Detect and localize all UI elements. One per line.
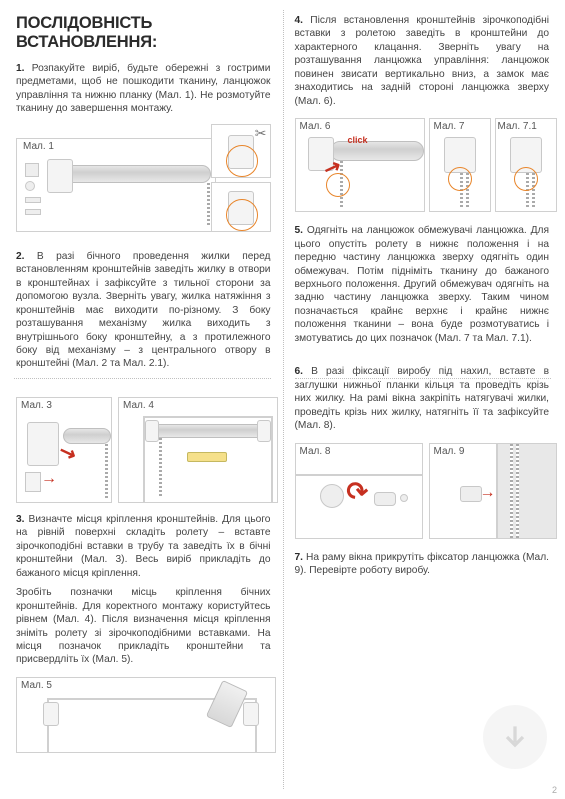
page-number: 2 (552, 785, 557, 795)
step-7-text: 7. На раму вікна прикрутіть фіксатор лан… (295, 551, 550, 578)
fig6-label: Мал. 6 (300, 121, 331, 132)
step-3-num: 3. (16, 514, 25, 525)
fig1-label: Мал. 1 (23, 141, 54, 152)
fig9-label: Мал. 9 (434, 446, 465, 457)
fig-cluster-8-9: Мал. 8 ↻ Мал. 9 → (295, 443, 550, 543)
step-1-text: 1. Розпакуйте виріб, будьте обережні з г… (16, 62, 271, 116)
figure-2-1: Мал. 2.1 (211, 182, 271, 232)
figure-8: Мал. 8 ↻ (295, 443, 423, 539)
figure-9: Мал. 9 → (429, 443, 557, 539)
fig71-label: Мал. 7.1 (498, 121, 537, 132)
step-6-text: 6. В разі фіксації виробу під нахил, вст… (295, 365, 550, 432)
fig7-label: Мал. 7 (434, 121, 465, 132)
page-title: ПОСЛІДОВНІСТЬ ВСТАНОВЛЕННЯ: (16, 14, 271, 52)
fig5-label: Мал. 5 (21, 680, 52, 691)
step-2-text: 2. В разі бічного проведення жилки перед… (16, 250, 271, 371)
right-column: 4. Після встановлення кронштейнів зірочк… (283, 0, 565, 799)
step-5-text: 5. Одягніть на ланцюжок обмежувачі ланцю… (295, 224, 550, 345)
step-4-text: 4. Після встановлення кронштейнів зірочк… (295, 14, 550, 108)
fig-cluster-1-2: Мал. 1 ✂ Мал. 2 Мал. 2.1 (16, 124, 271, 242)
fig-cluster-3-4: Мал. 3 ↘ → Мал. 4 (16, 397, 271, 507)
watermark-icon (483, 705, 547, 769)
figure-7-1: Мал. 7.1 (495, 118, 557, 212)
figure-2: ✂ Мал. 2 (211, 124, 271, 178)
step-4-num: 4. (295, 15, 304, 26)
click-label: click (348, 135, 368, 145)
step-2-num: 2. (16, 251, 25, 262)
fig-cluster-6-7: Мал. 6 ↗ click Мал. 7 Мал. 7.1 (295, 118, 550, 216)
step-3-text: 3. Визначте місця кріплення кронштейнів.… (16, 513, 271, 580)
figure-7: Мал. 7 (429, 118, 491, 212)
step-6-num: 6. (295, 366, 304, 377)
step-3b-text: Зробіть позначки місць кріплення бічних … (16, 586, 271, 667)
left-column: ПОСЛІДОВНІСТЬ ВСТАНОВЛЕННЯ: 1. Розпакуйт… (0, 0, 283, 799)
vertical-divider (283, 10, 284, 789)
fig4-label: Мал. 4 (123, 400, 154, 411)
figure-3: Мал. 3 ↘ → (16, 397, 112, 503)
step-1-num: 1. (16, 63, 25, 74)
step-5-num: 5. (295, 225, 304, 236)
figure-4: Мал. 4 (118, 397, 278, 503)
fig3-label: Мал. 3 (21, 400, 52, 411)
figure-5: Мал. 5 (16, 677, 276, 753)
drill-icon (206, 680, 248, 728)
horizontal-divider-left (14, 378, 271, 379)
figure-6: Мал. 6 ↗ click (295, 118, 425, 212)
fig8-label: Мал. 8 (300, 446, 331, 457)
step-7-num: 7. (295, 552, 304, 563)
figure-1: Мал. 1 (16, 138, 216, 232)
horizontal-divider-right (295, 378, 552, 379)
